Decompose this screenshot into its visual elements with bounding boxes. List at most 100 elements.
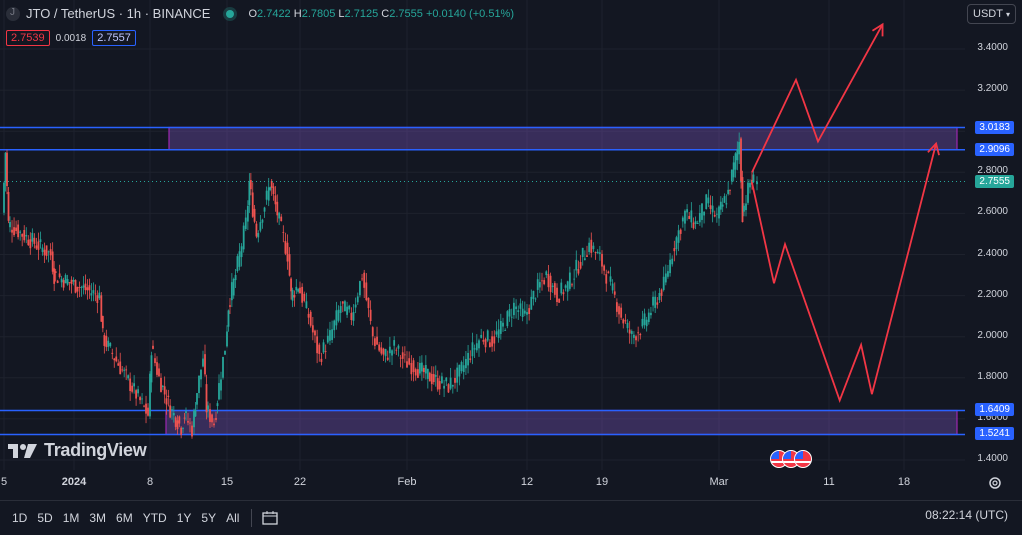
candle-body [3, 182, 5, 213]
candle-body [60, 278, 63, 283]
timeframe-button-1y[interactable]: 1Y [176, 511, 192, 525]
candle-body [70, 279, 73, 284]
candle-body [329, 330, 331, 341]
candle-body [259, 222, 262, 231]
calendar-icon[interactable] [262, 511, 279, 525]
candle-body [249, 180, 252, 190]
timeframe-button-3m[interactable]: 3M [89, 511, 107, 525]
candle-body [696, 223, 699, 224]
timeframe-button-5y[interactable]: 5Y [201, 511, 217, 525]
candle-body [204, 354, 206, 375]
candle-body [718, 206, 720, 219]
candle-body [393, 340, 396, 346]
candle-body [6, 152, 8, 187]
candle-body [592, 245, 595, 250]
ask-price-button[interactable]: 2.7557 [92, 30, 136, 46]
candle-body [679, 229, 682, 234]
tradingview-logo[interactable]: TradingView [8, 440, 147, 461]
candle-body [553, 283, 556, 295]
candle-body [556, 287, 558, 303]
candle-body [211, 414, 213, 423]
timeframe-button-all[interactable]: All [226, 511, 240, 525]
candle-body [438, 381, 441, 390]
gear-icon[interactable] [988, 476, 1002, 495]
candle-body [371, 327, 374, 337]
candle-body [458, 364, 461, 377]
candle-body [56, 280, 59, 283]
time-tick-label: Mar [709, 476, 729, 488]
candle-body [652, 296, 654, 306]
time-tick-label: 8 [146, 476, 154, 488]
candle-body [480, 334, 483, 338]
candle-body [622, 319, 625, 324]
candle-body [686, 209, 688, 213]
candle-body [107, 340, 110, 347]
candle-body [607, 271, 610, 274]
timeframe-button-1m[interactable]: 1M [62, 511, 80, 525]
us-flag-icon[interactable] [794, 450, 812, 468]
candle-body [119, 361, 122, 375]
time-tick-label: 19 [595, 476, 609, 488]
candle-body [276, 201, 279, 216]
candle-body [90, 293, 93, 296]
candle-body [667, 271, 669, 277]
candle-body [740, 138, 742, 183]
candle-body [506, 311, 509, 327]
candle-body [244, 217, 247, 229]
candle-body [161, 385, 164, 388]
candle-body [643, 313, 646, 325]
candle-body [202, 358, 204, 367]
candle-body [588, 242, 591, 252]
projection-up-path-arrowhead [871, 22, 884, 37]
candle-body [723, 196, 726, 203]
candle-body [286, 242, 289, 262]
candle-body [307, 313, 310, 318]
candle-body [74, 280, 77, 293]
candle-body [295, 286, 298, 291]
candle-body [363, 272, 366, 288]
price-tick-label: 2.0000 [977, 329, 1008, 341]
candle-body [21, 234, 24, 237]
candle-body [719, 201, 722, 210]
candle-body [196, 393, 198, 405]
candle-body [288, 254, 291, 276]
candle-body [131, 385, 134, 392]
current-price-tag: 2.7555 [975, 175, 1014, 188]
candle-body [265, 190, 268, 200]
candle-body [11, 229, 13, 233]
candle-body [205, 384, 208, 413]
bid-price-button[interactable]: 2.7539 [6, 30, 50, 46]
price-tick-label: 2.6000 [977, 206, 1008, 218]
utc-clock[interactable]: 08:22:14 (UTC) [925, 508, 1008, 522]
candle-body [229, 305, 231, 307]
candle-body [33, 237, 36, 244]
candle-body [482, 339, 485, 342]
symbol-title[interactable]: JTO / TetherUS · 1h · BINANCE [26, 6, 211, 21]
candle-body [82, 285, 85, 288]
timeframe-button-1d[interactable]: 1D [12, 511, 28, 525]
zone-box [165, 409, 958, 436]
timeframe-button-5d[interactable]: 5D [37, 511, 53, 525]
candle-body [615, 302, 618, 312]
economic-events[interactable] [770, 450, 812, 468]
candle-body [374, 338, 376, 346]
candle-body [314, 330, 316, 336]
candle-body [200, 369, 202, 380]
candle-body [730, 169, 733, 182]
candle-body [267, 187, 270, 201]
candle-body [274, 195, 277, 205]
timeframe-button-ytd[interactable]: YTD [142, 511, 167, 525]
candle-body [248, 181, 251, 206]
candle-body [669, 259, 671, 274]
candle-body [684, 210, 686, 224]
candle-body [513, 302, 515, 316]
candle-body [150, 355, 153, 383]
candle-body [359, 281, 361, 296]
timeframe-button-6m[interactable]: 6M [116, 511, 133, 525]
candle-body [9, 221, 11, 228]
candle-body [456, 367, 459, 383]
candle-body [169, 405, 172, 418]
zone-box [168, 126, 958, 151]
currency-select[interactable]: USDT ▾ [967, 4, 1016, 24]
